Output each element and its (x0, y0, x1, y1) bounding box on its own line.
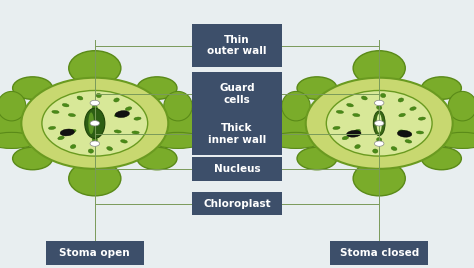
Ellipse shape (336, 110, 344, 113)
Ellipse shape (68, 114, 75, 117)
Ellipse shape (353, 51, 405, 85)
FancyBboxPatch shape (191, 72, 282, 115)
Ellipse shape (0, 132, 37, 148)
FancyBboxPatch shape (191, 192, 282, 215)
Ellipse shape (70, 129, 76, 133)
Ellipse shape (0, 110, 35, 136)
Ellipse shape (374, 111, 385, 136)
FancyBboxPatch shape (330, 241, 428, 265)
Ellipse shape (48, 126, 55, 129)
Ellipse shape (13, 77, 53, 99)
Circle shape (374, 121, 384, 126)
Ellipse shape (69, 51, 121, 85)
Text: Thin
outer wall: Thin outer wall (207, 35, 267, 56)
Text: Guard
cells: Guard cells (219, 83, 255, 105)
Text: Stoma open: Stoma open (60, 248, 130, 258)
Ellipse shape (362, 96, 367, 100)
Ellipse shape (448, 91, 474, 121)
Ellipse shape (391, 147, 397, 151)
Ellipse shape (70, 144, 76, 148)
Ellipse shape (58, 136, 64, 140)
Circle shape (374, 100, 384, 106)
Ellipse shape (164, 91, 192, 121)
Ellipse shape (419, 117, 426, 120)
FancyBboxPatch shape (191, 113, 282, 155)
Ellipse shape (398, 98, 404, 102)
Ellipse shape (421, 147, 461, 170)
Ellipse shape (410, 107, 416, 110)
FancyBboxPatch shape (46, 241, 144, 265)
Ellipse shape (376, 105, 382, 110)
Ellipse shape (13, 147, 53, 170)
Ellipse shape (297, 77, 337, 99)
Text: Thick
inner wall: Thick inner wall (208, 123, 266, 145)
Ellipse shape (96, 94, 101, 98)
Ellipse shape (120, 140, 128, 143)
Circle shape (374, 141, 384, 146)
Ellipse shape (114, 113, 121, 117)
Ellipse shape (376, 137, 382, 142)
Ellipse shape (326, 91, 432, 156)
Ellipse shape (92, 105, 98, 110)
Ellipse shape (373, 149, 378, 153)
Ellipse shape (132, 131, 139, 134)
Ellipse shape (333, 126, 340, 129)
Ellipse shape (354, 129, 361, 133)
Ellipse shape (399, 113, 405, 117)
Ellipse shape (306, 78, 453, 169)
Ellipse shape (115, 111, 129, 118)
Ellipse shape (134, 117, 141, 120)
Ellipse shape (282, 91, 310, 121)
Ellipse shape (0, 91, 26, 121)
Ellipse shape (437, 132, 474, 148)
Ellipse shape (355, 144, 360, 148)
Ellipse shape (346, 130, 361, 137)
Ellipse shape (397, 130, 412, 137)
Ellipse shape (376, 114, 382, 133)
Ellipse shape (405, 140, 412, 143)
Ellipse shape (421, 77, 461, 99)
Ellipse shape (399, 130, 406, 133)
Ellipse shape (88, 149, 93, 153)
Text: Stoma closed: Stoma closed (339, 248, 419, 258)
Ellipse shape (155, 110, 216, 136)
Text: Nucleus: Nucleus (214, 164, 260, 174)
Ellipse shape (85, 108, 105, 138)
Circle shape (90, 141, 100, 146)
Ellipse shape (416, 131, 424, 134)
FancyBboxPatch shape (191, 157, 282, 181)
Circle shape (90, 100, 100, 106)
Ellipse shape (21, 78, 168, 169)
Ellipse shape (77, 96, 83, 100)
Ellipse shape (342, 136, 348, 140)
Ellipse shape (137, 147, 177, 170)
Ellipse shape (42, 91, 148, 156)
FancyBboxPatch shape (191, 24, 282, 67)
Ellipse shape (258, 110, 319, 136)
Ellipse shape (92, 137, 98, 142)
Ellipse shape (60, 129, 74, 136)
Ellipse shape (52, 110, 59, 113)
Ellipse shape (62, 103, 69, 107)
Text: Chloroplast: Chloroplast (203, 199, 271, 209)
Circle shape (90, 121, 100, 126)
Ellipse shape (439, 110, 474, 136)
Ellipse shape (346, 103, 354, 107)
Ellipse shape (114, 130, 121, 133)
Ellipse shape (152, 132, 204, 148)
Ellipse shape (114, 98, 119, 102)
Ellipse shape (353, 114, 360, 117)
Ellipse shape (69, 161, 121, 196)
Ellipse shape (107, 147, 112, 151)
Ellipse shape (353, 161, 405, 196)
Ellipse shape (137, 77, 177, 99)
Ellipse shape (126, 107, 132, 110)
Ellipse shape (270, 132, 322, 148)
Ellipse shape (88, 112, 94, 134)
Ellipse shape (381, 94, 386, 98)
Ellipse shape (297, 147, 337, 170)
